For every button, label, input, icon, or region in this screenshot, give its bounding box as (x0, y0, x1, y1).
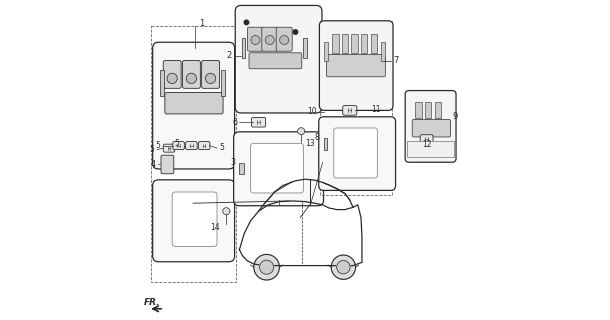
Text: 5: 5 (219, 143, 224, 152)
FancyBboxPatch shape (320, 21, 393, 110)
FancyBboxPatch shape (276, 27, 292, 51)
Text: 13: 13 (305, 140, 315, 148)
Text: 10: 10 (307, 108, 317, 116)
Text: 7: 7 (393, 56, 398, 65)
FancyBboxPatch shape (161, 155, 174, 174)
FancyBboxPatch shape (262, 27, 278, 51)
FancyBboxPatch shape (405, 91, 456, 162)
Bar (342, 34, 348, 53)
FancyBboxPatch shape (334, 128, 378, 178)
Bar (434, 102, 441, 118)
Text: 4: 4 (150, 160, 155, 169)
Text: 5: 5 (155, 141, 160, 150)
Text: 5: 5 (174, 139, 179, 148)
Text: 2: 2 (226, 52, 231, 60)
Bar (242, 38, 245, 58)
Bar (407, 141, 454, 157)
Bar (351, 34, 358, 53)
FancyBboxPatch shape (159, 186, 228, 256)
Text: 12: 12 (422, 140, 431, 149)
Circle shape (206, 73, 216, 84)
FancyBboxPatch shape (324, 123, 390, 184)
Circle shape (244, 20, 249, 25)
FancyBboxPatch shape (249, 53, 302, 69)
FancyBboxPatch shape (165, 92, 223, 114)
FancyBboxPatch shape (241, 12, 316, 106)
Bar (320, 21, 392, 195)
Bar (415, 102, 422, 118)
Circle shape (280, 36, 289, 44)
Bar (425, 102, 431, 118)
FancyBboxPatch shape (182, 60, 200, 88)
Bar (303, 38, 307, 58)
FancyBboxPatch shape (326, 54, 386, 77)
FancyBboxPatch shape (198, 141, 210, 150)
FancyBboxPatch shape (202, 60, 220, 88)
Bar (239, 163, 243, 174)
FancyBboxPatch shape (163, 144, 174, 152)
FancyBboxPatch shape (152, 42, 235, 169)
FancyBboxPatch shape (240, 138, 317, 199)
FancyBboxPatch shape (172, 192, 217, 246)
Circle shape (337, 260, 350, 274)
Bar (151, 26, 236, 282)
Bar (381, 42, 385, 61)
Text: 6: 6 (232, 118, 237, 127)
Bar (332, 34, 339, 53)
Circle shape (293, 30, 298, 34)
Bar (323, 138, 328, 150)
FancyBboxPatch shape (343, 106, 357, 115)
FancyBboxPatch shape (234, 132, 323, 206)
Bar (324, 42, 328, 61)
FancyBboxPatch shape (185, 141, 197, 150)
FancyBboxPatch shape (319, 117, 395, 190)
Circle shape (265, 36, 275, 44)
Circle shape (331, 255, 356, 279)
FancyBboxPatch shape (420, 135, 433, 144)
FancyBboxPatch shape (235, 5, 322, 113)
Bar (221, 70, 225, 96)
FancyBboxPatch shape (412, 119, 451, 137)
Text: 1: 1 (199, 19, 204, 28)
Bar (160, 70, 163, 96)
Circle shape (254, 254, 279, 280)
FancyBboxPatch shape (152, 180, 235, 262)
FancyBboxPatch shape (410, 96, 451, 156)
Bar (361, 34, 367, 53)
FancyBboxPatch shape (248, 27, 264, 51)
Text: 11: 11 (371, 105, 381, 114)
Text: 8: 8 (315, 133, 320, 142)
FancyBboxPatch shape (163, 60, 181, 88)
Circle shape (298, 128, 304, 135)
Circle shape (186, 73, 196, 84)
FancyBboxPatch shape (173, 141, 184, 150)
Text: 5: 5 (149, 145, 154, 154)
Circle shape (167, 73, 178, 84)
Text: FR.: FR. (144, 298, 160, 307)
FancyBboxPatch shape (251, 143, 303, 193)
Circle shape (223, 208, 230, 215)
Circle shape (251, 36, 260, 44)
Text: 9: 9 (453, 112, 458, 121)
Bar (371, 34, 377, 53)
Circle shape (260, 260, 274, 274)
FancyBboxPatch shape (325, 27, 387, 104)
FancyBboxPatch shape (251, 117, 265, 127)
Text: 3: 3 (230, 158, 235, 167)
FancyBboxPatch shape (158, 49, 229, 161)
Text: 14: 14 (210, 223, 220, 232)
